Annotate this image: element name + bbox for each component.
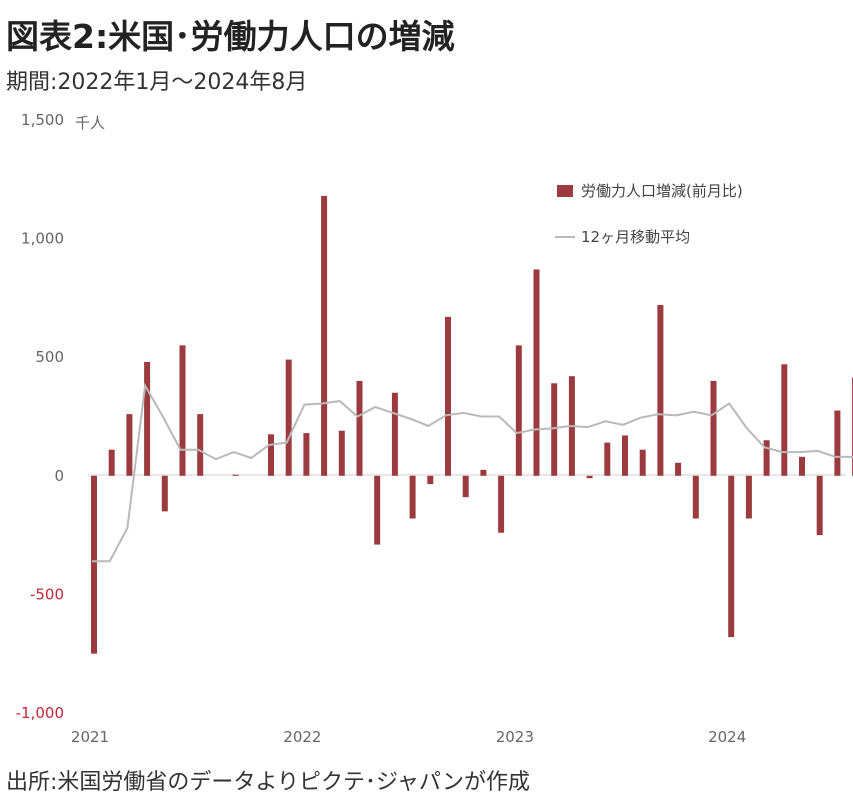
bar	[675, 462, 682, 476]
bar	[232, 474, 239, 476]
bar	[126, 414, 133, 476]
bar	[374, 475, 381, 545]
bar	[816, 475, 823, 536]
y-unit-label: 千人	[75, 114, 105, 132]
bar	[462, 475, 469, 498]
bar	[745, 475, 752, 519]
bar	[338, 430, 345, 476]
y-tick-label: 1,500	[21, 111, 64, 129]
bar	[356, 380, 363, 476]
bar	[285, 359, 292, 476]
bar	[622, 435, 628, 476]
y-tick-label: 1,000	[21, 230, 64, 248]
chart-period: 期間:2022年1月～2024年8月	[6, 70, 308, 95]
legend-bar-label: 労働力人口増減(前月比)	[581, 182, 743, 200]
bar	[799, 456, 805, 476]
bar	[604, 442, 611, 476]
bar	[692, 475, 699, 519]
bar	[781, 364, 788, 476]
bar	[91, 475, 97, 654]
bar	[409, 475, 416, 519]
y-tick-label: -500	[30, 585, 64, 603]
bar	[197, 414, 204, 476]
bar	[834, 410, 841, 476]
bar	[161, 475, 168, 512]
bar	[551, 383, 558, 476]
legend-line-label: 12ヶ月移動平均	[581, 228, 690, 246]
bar	[710, 380, 717, 476]
x-tick-label: 2022	[283, 728, 321, 746]
bar	[391, 392, 398, 476]
bar	[728, 475, 735, 638]
bar	[639, 449, 646, 476]
x-tick-label: 2024	[708, 728, 746, 746]
bar	[498, 475, 505, 533]
bar	[445, 316, 451, 476]
bar	[427, 475, 434, 485]
bar-series	[91, 195, 853, 654]
bar	[586, 475, 593, 479]
bar	[268, 434, 274, 476]
y-tick-label: 500	[35, 348, 64, 366]
bar	[515, 345, 522, 476]
bar	[533, 269, 540, 476]
moving-average-line	[92, 382, 853, 563]
y-tick-label: -1,000	[16, 704, 64, 722]
bar	[321, 195, 328, 476]
chart-title: 図表2:米国･労働力人口の増減	[6, 17, 455, 56]
bar	[657, 305, 664, 476]
y-axis-labels: -1,000 -500 0 500 1,000 1,500	[16, 111, 64, 722]
legend-bar-swatch	[557, 185, 573, 197]
legend: 労働力人口増減(前月比) 12ヶ月移動平均	[555, 182, 743, 246]
x-tick-label: 2021	[71, 728, 109, 746]
x-axis-labels: 2021 2022 2023 2024	[71, 728, 746, 746]
bar	[108, 449, 115, 476]
bar	[303, 433, 310, 476]
bar	[763, 440, 770, 476]
x-tick-label: 2023	[496, 728, 534, 746]
y-tick-label: 0	[54, 467, 64, 485]
bar	[480, 469, 487, 476]
bar	[144, 361, 151, 476]
bar	[179, 345, 186, 476]
source-note: 出所:米国労働省のデータよりピクテ･ジャパンが作成	[6, 770, 530, 795]
